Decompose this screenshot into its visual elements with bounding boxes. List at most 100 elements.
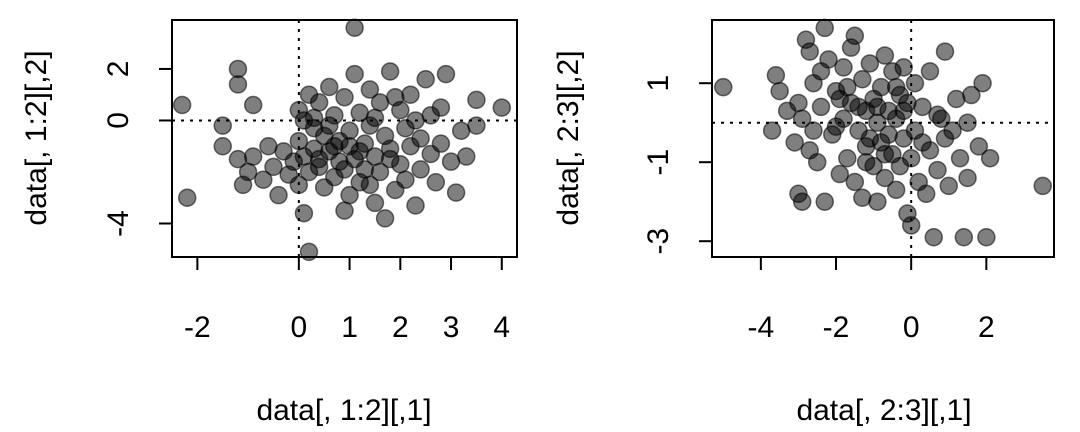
data-point (800, 42, 819, 61)
data-point (320, 77, 339, 97)
data-point (340, 121, 359, 141)
data-point (492, 98, 512, 117)
data-point (426, 173, 446, 192)
data-point (335, 160, 354, 179)
data-point (360, 80, 380, 99)
data-point (845, 172, 865, 192)
data-point (431, 134, 451, 153)
data-point (913, 133, 932, 152)
data-point (365, 147, 385, 166)
data-point (406, 196, 425, 215)
data-point (977, 228, 996, 247)
y-axis-title-1: data[, 1:2][,2] (20, 50, 53, 225)
data-point (916, 184, 936, 204)
data-point (299, 242, 319, 262)
x-tick-label: 1 (341, 311, 358, 344)
data-point (304, 108, 324, 128)
data-point (815, 192, 834, 211)
x-tick-label: -2 (184, 311, 211, 344)
data-point (853, 70, 872, 89)
data-point (228, 75, 248, 94)
data-point (868, 97, 887, 117)
data-point (928, 160, 947, 180)
scatter-panel-1: -2 0 1 2 3 4 -4 0 2 data[, 1:2][,1] data[, 1:2][… (20, 18, 518, 427)
data-point (446, 183, 466, 202)
data-point (811, 97, 831, 117)
data-point (901, 216, 921, 235)
data-point (935, 42, 955, 61)
data-point (875, 145, 895, 164)
data-point (932, 109, 951, 128)
data-point (177, 188, 197, 207)
data-point (436, 64, 456, 84)
data-point (958, 168, 977, 188)
data-point (962, 85, 981, 105)
data-point (838, 149, 857, 168)
data-point (375, 209, 395, 228)
data-point (792, 109, 812, 128)
data-point (958, 113, 977, 132)
data-point (714, 77, 733, 97)
data-point (238, 162, 258, 182)
point-group-2 (714, 18, 1052, 247)
data-point (299, 85, 319, 104)
data-point (350, 142, 369, 161)
x-tick-label: 2 (392, 311, 409, 344)
data-point (309, 149, 329, 169)
data-point (792, 192, 812, 211)
data-point (980, 149, 1000, 168)
data-point (269, 185, 288, 205)
data-point (886, 77, 906, 97)
data-point (920, 62, 940, 81)
data-point (830, 89, 850, 109)
data-point (340, 185, 359, 205)
data-point (243, 95, 263, 115)
data-point (213, 136, 232, 156)
data-point (289, 131, 309, 151)
data-point (467, 90, 486, 110)
data-point (380, 149, 400, 169)
data-point (345, 64, 364, 84)
data-point (345, 18, 364, 37)
data-point (868, 192, 887, 211)
tick-group-1: -2 0 1 2 3 4 -4 0 2 (102, 61, 510, 344)
data-point (804, 121, 823, 140)
data-point (370, 93, 390, 112)
data-point (401, 85, 420, 104)
x-axis-title-1: data[, 1:2][,1] (256, 394, 431, 427)
y-axis-title-2: data[, 2:3][,2] (552, 50, 585, 225)
data-point (860, 129, 880, 148)
y-tick-label: 1 (642, 75, 675, 92)
data-point (259, 136, 278, 156)
data-point (807, 152, 827, 172)
data-point (396, 170, 415, 189)
data-point (826, 117, 846, 136)
data-point (875, 46, 895, 65)
data-point (335, 88, 354, 107)
data-point (243, 147, 263, 166)
data-point (421, 106, 440, 125)
y-tick-label: -3 (642, 228, 675, 255)
x-tick-label: -4 (748, 311, 775, 344)
data-point (815, 18, 834, 38)
data-point (451, 121, 471, 141)
data-point (845, 26, 865, 46)
data-point (894, 58, 913, 77)
data-point (294, 203, 314, 223)
y-tick-label: 0 (102, 112, 135, 129)
y-tick-label: 2 (102, 61, 135, 78)
data-point (770, 81, 789, 101)
data-point (785, 133, 804, 152)
x-tick-label: 2 (978, 311, 995, 344)
data-point (411, 160, 430, 179)
data-point (860, 54, 880, 73)
data-point (849, 97, 868, 117)
data-point (411, 129, 430, 148)
x-tick-label: 4 (493, 311, 510, 344)
data-point (886, 180, 906, 200)
data-point (969, 137, 989, 156)
data-point (213, 116, 232, 135)
x-tick-label: 3 (443, 311, 460, 344)
data-point (830, 164, 850, 184)
